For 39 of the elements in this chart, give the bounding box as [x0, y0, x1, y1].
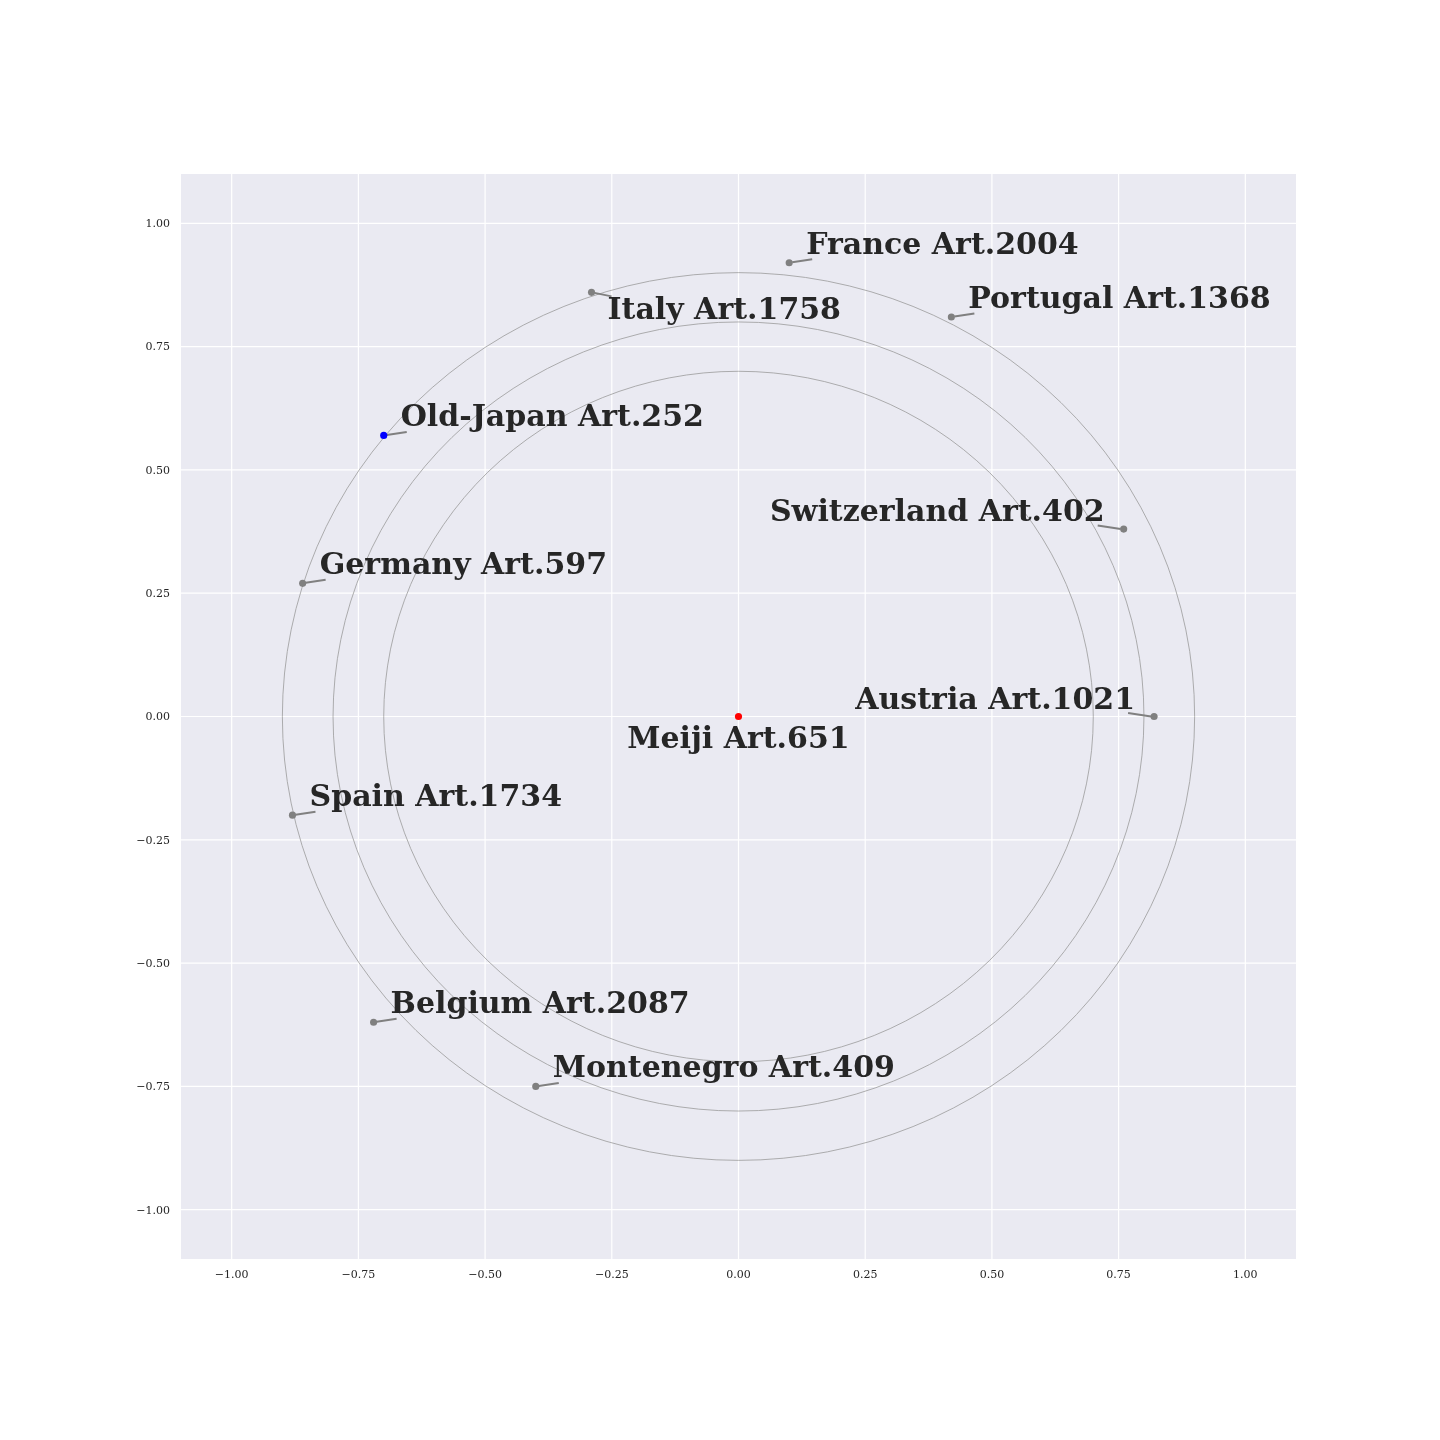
x-tick-label: 1.00 — [1233, 1268, 1258, 1281]
annotation: Old-Japan Art.252 — [400, 398, 705, 434]
y-tick-label: 0.00 — [145, 710, 170, 724]
point — [370, 1018, 378, 1026]
point — [532, 1082, 540, 1090]
y-tick-label: 0.75 — [145, 340, 170, 354]
x-tick-label: −1.00 — [214, 1268, 249, 1281]
x-tick-label: −0.25 — [594, 1268, 629, 1281]
point — [1120, 525, 1128, 533]
annotation: Meiji Art.651 — [627, 719, 850, 755]
y-tick-label: 0.50 — [145, 463, 170, 477]
point — [587, 288, 596, 296]
annotation: Italy Art.1758 — [607, 291, 842, 327]
point — [299, 579, 307, 587]
annotation: Belgium Art.2087 — [390, 985, 690, 1021]
point — [947, 313, 955, 321]
y-tick-label: −0.25 — [136, 833, 170, 847]
annotation: Montenegro Art.409 — [552, 1049, 895, 1085]
x-tick-label: −0.75 — [341, 1268, 376, 1281]
y-tick-label: −0.75 — [136, 1080, 170, 1094]
y-tick-label: −0.50 — [136, 956, 170, 970]
y-tick-label: 0.25 — [145, 587, 170, 601]
annotation: Spain Art.1734 — [309, 778, 563, 814]
point — [785, 259, 793, 267]
x-tick-label: 0.00 — [726, 1268, 751, 1281]
annotation: France Art.2004 — [806, 225, 1079, 261]
annotation: Austria Art.1021 — [854, 680, 1136, 716]
annotation: Germany Art.597 — [319, 546, 608, 582]
x-tick-label: 0.75 — [1106, 1268, 1131, 1281]
x-tick-label: 0.50 — [979, 1268, 1005, 1281]
annotation: Switzerland Art.402 — [769, 493, 1105, 529]
point — [288, 811, 297, 819]
x-tick-label: 0.25 — [852, 1268, 878, 1281]
point — [1150, 712, 1158, 721]
annotation: Portugal Art.1368 — [968, 280, 1271, 316]
y-tick-label: −1.00 — [136, 1203, 170, 1217]
x-tick-label: −0.50 — [468, 1268, 502, 1281]
y-tick-label: 1.00 — [145, 217, 170, 231]
point — [380, 431, 388, 439]
